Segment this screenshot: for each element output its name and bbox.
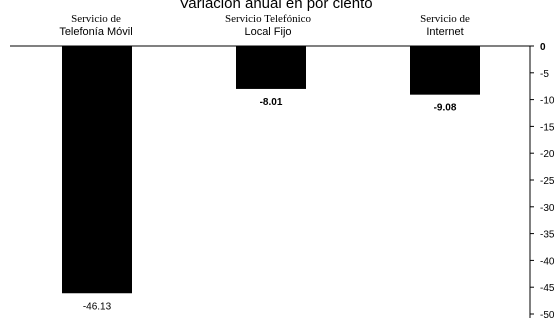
y-tick-label: 0 — [540, 42, 546, 53]
value-label-2: -8.01 — [260, 97, 283, 108]
category-label-1-line1: Servicio de — [71, 13, 121, 25]
value-label-1: -46.13 — [83, 301, 112, 312]
category-label-2-line2: Local Fijo — [244, 26, 291, 38]
y-tick-label: -20 — [540, 149, 555, 160]
category-labels: Servicio de Telefonía Móvil Servicio Tel… — [59, 13, 470, 38]
y-tick-label: -25 — [540, 176, 555, 187]
y-tick-label: -45 — [540, 283, 555, 294]
value-labels: -46.13 -8.01 -9.08 — [83, 97, 457, 312]
chart-title: Variación anual en por ciento — [179, 0, 372, 12]
value-label-3: -9.08 — [434, 103, 457, 114]
y-tick-label: -40 — [540, 256, 555, 267]
bars — [62, 46, 480, 294]
category-label-3-line1: Servicio de — [420, 13, 470, 25]
y-tick-label: -50 — [540, 310, 555, 320]
category-label-2-line1: Servicio Telefónico — [225, 13, 312, 25]
y-axis-ticks: 0 -5 -10 -15 -20 -25 -30 -35 -40 -45 -50 — [530, 42, 555, 320]
bar-3 — [410, 46, 480, 95]
category-label-3-line2: Internet — [426, 26, 463, 38]
y-tick-label: -35 — [540, 230, 555, 241]
category-label-1-line2: Telefonía Móvil — [59, 26, 132, 38]
y-tick-label: -10 — [540, 96, 555, 107]
bar-1 — [62, 46, 132, 294]
bar-2 — [236, 46, 306, 89]
y-tick-label: -5 — [540, 69, 549, 80]
y-tick-label: -30 — [540, 203, 555, 214]
y-tick-label: -15 — [540, 122, 555, 133]
